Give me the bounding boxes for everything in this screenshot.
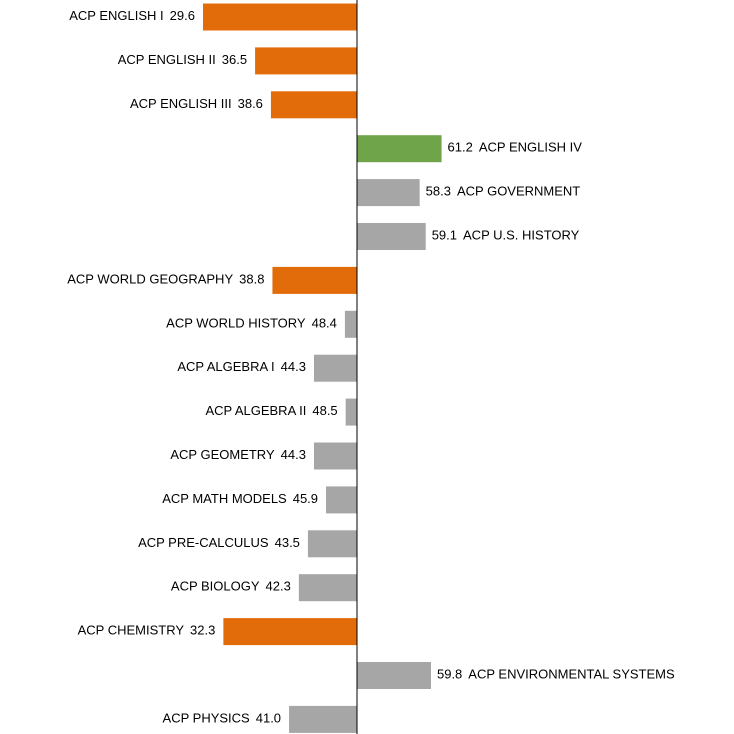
- category-label: ACP ALGEBRA I: [177, 360, 274, 375]
- bar: [223, 618, 357, 646]
- bar: [270, 91, 357, 119]
- category-label: ACP ENVIRONMENTAL SYSTEMS: [468, 667, 675, 682]
- bar-label: 61.2 ACP ENGLISH IV: [448, 140, 583, 155]
- bar: [255, 47, 357, 75]
- value-label: 59.8: [437, 667, 462, 682]
- bar: [307, 530, 357, 558]
- bar: [202, 3, 357, 31]
- value-label: 44.3: [281, 360, 306, 375]
- bar: [326, 486, 357, 514]
- category-label: ACP GOVERNMENT: [457, 184, 580, 199]
- value-label: 41.0: [256, 711, 281, 726]
- value-label: 58.3: [426, 184, 451, 199]
- bar-label: ACP CHEMISTRY 32.3: [78, 623, 216, 638]
- bar-label: ACP PHYSICS 41.0: [163, 711, 282, 726]
- bar-label: ACP BIOLOGY 42.3: [171, 579, 291, 594]
- category-label: ACP ENGLISH III: [130, 96, 232, 111]
- category-label: ACP CHEMISTRY: [78, 623, 185, 638]
- bar-label: ACP ENGLISH III 38.6: [130, 96, 263, 111]
- bar: [313, 442, 357, 470]
- bar-label: ACP ALGEBRA II 48.5: [205, 404, 337, 419]
- bar-label: 59.1 ACP U.S. HISTORY: [432, 228, 580, 243]
- value-label: 36.5: [222, 52, 247, 67]
- category-label: ACP ENGLISH II: [118, 52, 216, 67]
- bar-label: 58.3 ACP GOVERNMENT: [426, 184, 581, 199]
- bar-label: ACP WORLD HISTORY 48.4: [166, 316, 337, 331]
- bar-label: ACP ENGLISH II 36.5: [118, 52, 247, 67]
- bar: [298, 574, 357, 602]
- category-label: ACP PRE-CALCULUS: [138, 535, 269, 550]
- value-label: 43.5: [275, 535, 300, 550]
- bar: [357, 662, 431, 689]
- bar-label: ACP MATH MODELS 45.9: [162, 491, 318, 506]
- value-label: 29.6: [170, 8, 195, 23]
- value-label: 61.2: [448, 140, 473, 155]
- bar-label: ACP WORLD GEOGRAPHY 38.8: [67, 272, 264, 287]
- bar: [357, 135, 442, 163]
- bar-label: ACP ALGEBRA I 44.3: [177, 360, 306, 375]
- value-label: 38.8: [239, 272, 264, 287]
- category-label: ACP WORLD GEOGRAPHY: [67, 272, 233, 287]
- value-label: 38.6: [238, 96, 263, 111]
- category-label: ACP ENGLISH IV: [479, 140, 582, 155]
- bar: [344, 310, 357, 338]
- value-label: 48.4: [312, 316, 337, 331]
- value-label: 32.3: [190, 623, 215, 638]
- bar: [357, 223, 426, 250]
- bar: [272, 266, 357, 294]
- category-label: ACP WORLD HISTORY: [166, 316, 306, 331]
- category-label: ACP MATH MODELS: [162, 491, 287, 506]
- bar: [357, 179, 420, 207]
- value-label: 42.3: [266, 579, 291, 594]
- category-label: ACP U.S. HISTORY: [463, 228, 580, 243]
- bar-label: ACP ENGLISH I 29.6: [69, 8, 195, 23]
- bar-label: 59.8 ACP ENVIRONMENTAL SYSTEMS: [437, 667, 675, 682]
- value-label: 48.5: [312, 404, 337, 419]
- bar-label: ACP PRE-CALCULUS 43.5: [138, 535, 300, 550]
- bar: [313, 354, 357, 382]
- category-label: ACP GEOMETRY: [170, 447, 275, 462]
- value-label: 44.3: [281, 447, 306, 462]
- category-label: ACP ENGLISH I: [69, 8, 163, 23]
- bar: [289, 705, 357, 733]
- category-label: ACP BIOLOGY: [171, 579, 260, 594]
- bar: [345, 398, 357, 426]
- bar-label: ACP GEOMETRY 44.3: [170, 447, 306, 462]
- value-label: 45.9: [293, 491, 318, 506]
- value-label: 59.1: [432, 228, 457, 243]
- category-label: ACP ALGEBRA II: [205, 404, 306, 419]
- category-label: ACP PHYSICS: [163, 711, 251, 726]
